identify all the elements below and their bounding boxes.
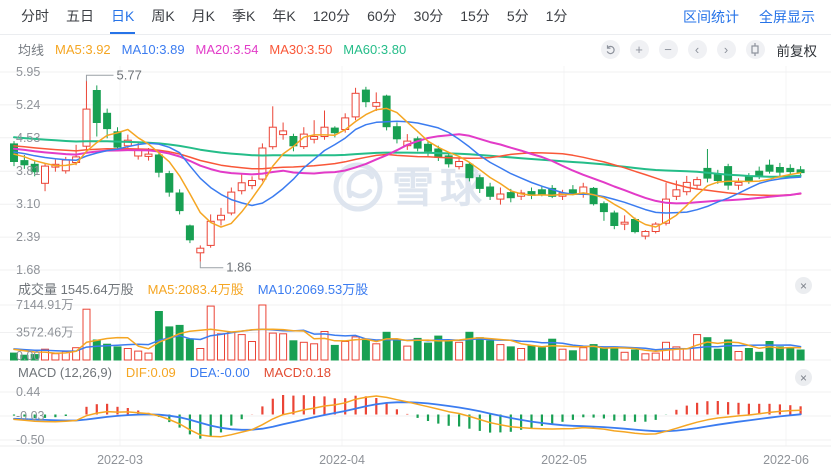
candlestick-icon	[751, 43, 759, 56]
svg-text:4.53: 4.53	[16, 131, 40, 145]
macd-pane-header: MACD (12,26,9) DIF:0.09 DEA:-0.00 MACD:0.1…	[18, 365, 331, 380]
pan-right-button[interactable]: ›	[716, 40, 736, 59]
price-ma-lines	[13, 107, 802, 228]
tab-季K[interactable]: 季K	[232, 8, 256, 24]
svg-text:0.00: 0.00	[16, 349, 40, 363]
ma-legend: 均线 MA5:3.92 MA10:3.89 MA20:3.54 MA30:3.50 MA…	[18, 40, 406, 59]
period-tabs: 分时 五日 日K 周K 月K 季K 年K 120分 60分 30分 15分 5分 1分	[20, 0, 568, 34]
svg-text:5.24: 5.24	[16, 98, 40, 112]
svg-text:0.44: 0.44	[16, 385, 40, 399]
svg-text:2022-05: 2022-05	[541, 453, 587, 467]
tab-120分[interactable]: 120分	[312, 8, 351, 24]
volume-bars	[10, 304, 805, 361]
svg-text:3.10: 3.10	[16, 197, 40, 211]
volume-title: 成交量 1545.64万股	[18, 282, 134, 297]
legend-item: MA20:3.54	[195, 42, 259, 57]
toolbar-links: 区间统计 全屏显示	[683, 7, 815, 27]
link-全屏显示[interactable]: 全屏显示	[759, 9, 815, 25]
macd-pane	[12, 395, 802, 439]
legend-item: MA60:3.80	[343, 42, 407, 57]
svg-text:3572.46万: 3572.46万	[16, 325, 74, 339]
price-annotations: 5.77 1.86	[85, 67, 252, 275]
zoom-in-button[interactable]: +	[629, 40, 649, 59]
legend-item: DEA:-0.00	[189, 365, 250, 380]
svg-text:1.86: 1.86	[226, 260, 251, 275]
undo-button[interactable]	[600, 40, 620, 59]
tab-15分[interactable]: 15分	[460, 8, 490, 24]
volume-ma-lines	[13, 328, 802, 354]
volume-pane-close-button[interactable]: ×	[795, 277, 812, 294]
volume-pane-header: 成交量 1545.64万股 MA5:2083.4万股 MA10:2069.53万股	[18, 279, 368, 298]
legend-item: MA5:2083.4万股	[147, 282, 244, 297]
tab-60分[interactable]: 60分	[367, 8, 397, 24]
tab-分时[interactable]: 分时	[21, 8, 49, 24]
svg-text:5.77: 5.77	[117, 67, 142, 82]
svg-text:雪球: 雪球	[392, 164, 488, 211]
tab-1分[interactable]: 1分	[545, 8, 568, 24]
zoom-out-button[interactable]: −	[658, 40, 678, 59]
svg-text:5.95: 5.95	[16, 65, 40, 79]
legend-row: 均线 MA5:3.92 MA10:3.89 MA20:3.54 MA30:3.50 MA…	[0, 36, 831, 63]
legend-item: MA10:2069.53万股	[257, 282, 369, 297]
svg-text:3.81: 3.81	[16, 164, 40, 178]
legend-item: DIF:0.09	[125, 365, 176, 380]
legend-item: MA5:3.92	[55, 42, 111, 57]
tab-月K[interactable]: 月K	[191, 8, 216, 24]
candle-style-button[interactable]	[745, 40, 765, 59]
svg-text:2022-03: 2022-03	[97, 453, 143, 467]
svg-text:-0.03: -0.03	[16, 409, 45, 423]
link-区间统计[interactable]: 区间统计	[683, 9, 739, 25]
tab-日K[interactable]: 日K	[110, 0, 136, 34]
svg-text:7144.91万: 7144.91万	[16, 298, 74, 312]
svg-text:2.39: 2.39	[16, 230, 40, 244]
tab-30分[interactable]: 30分	[413, 8, 444, 24]
macd-title: MACD (12,26,9)	[18, 365, 112, 380]
svg-text:-0.50: -0.50	[16, 433, 45, 447]
undo-icon	[606, 45, 615, 55]
tab-周K[interactable]: 周K	[151, 8, 175, 24]
macd-pane-close-button[interactable]: ×	[795, 369, 812, 386]
price-adjust-label[interactable]: 前复权	[776, 43, 818, 59]
axis-labels: 5.95 5.24 4.53 3.81 3.10 2.39 1.68 7144.91万 3572…	[16, 65, 809, 467]
chart-controls: + − ‹ › 前复权	[600, 40, 818, 60]
legend-item: MA10:3.89	[121, 42, 185, 57]
tab-5分[interactable]: 5分	[506, 8, 529, 24]
svg-text:2022-06: 2022-06	[763, 453, 809, 467]
ma-legend-title: 均线	[18, 43, 45, 58]
period-toolbar: 分时 五日 日K 周K 月K 季K 年K 120分 60分 30分 15分 5分 1分 区间统计 全屏显示	[0, 0, 831, 35]
svg-text:1.68: 1.68	[16, 263, 40, 277]
tab-年K[interactable]: 年K	[272, 8, 296, 24]
legend-item: MACD:0.18	[263, 365, 331, 380]
tab-五日[interactable]: 五日	[66, 8, 94, 24]
svg-text:2022-04: 2022-04	[319, 453, 365, 467]
legend-item: MA30:3.50	[269, 42, 333, 57]
pan-left-button[interactable]: ‹	[687, 40, 707, 59]
